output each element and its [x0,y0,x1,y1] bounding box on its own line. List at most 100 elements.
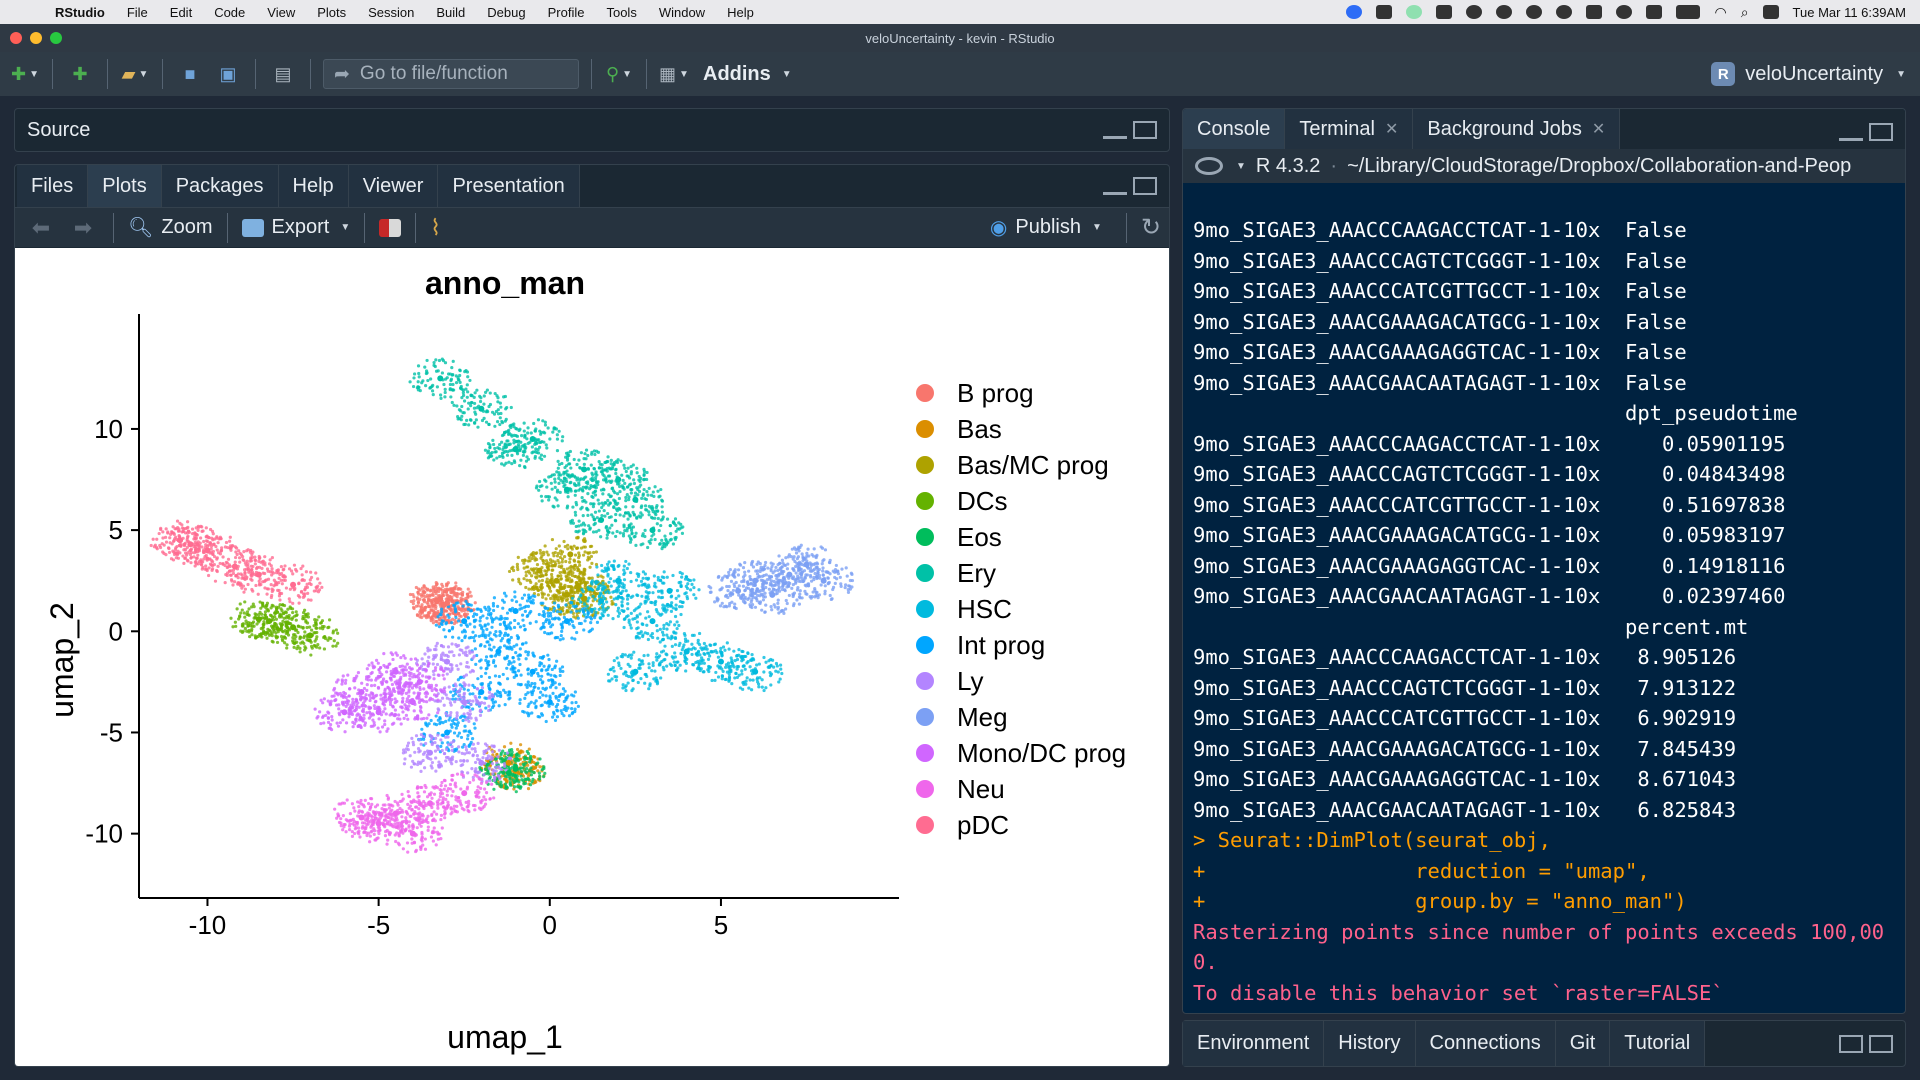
workspace-panes-button[interactable]: ▦ ▼ [659,59,689,89]
github-icon[interactable] [1496,5,1513,19]
next-plot-button[interactable]: ➡ [73,214,93,240]
source-pane-title[interactable]: Source [27,118,91,141]
tab-help[interactable]: Help [278,165,349,207]
previous-plot-button[interactable]: ⬅ [31,214,51,240]
cell-point [612,669,616,673]
cell-point [683,592,687,596]
cell-point [274,605,278,609]
tab-packages[interactable]: Packages [161,165,279,207]
cell-point [568,560,572,564]
cell-point [462,399,467,403]
cell-point [512,438,516,442]
cell-point [534,620,538,624]
menu-session[interactable]: Session [368,4,415,20]
tab-plots[interactable]: Plots [88,165,162,207]
goto-file-input[interactable]: ➦ Go to file/function [323,59,579,89]
cell-point [534,765,538,769]
cell-point [593,517,597,521]
menu-tools[interactable]: Tools [606,4,637,20]
export-button[interactable]: Export ▼ [241,216,350,239]
tab-viewer[interactable]: Viewer [348,165,439,207]
menu-help[interactable]: Help [727,4,754,20]
cell-point [640,594,644,598]
minimize-window-button[interactable] [30,32,42,44]
refresh-icon[interactable]: ↻ [1140,214,1161,241]
print-button[interactable]: ▤ [268,59,298,89]
minimize-pane-icon[interactable] [1103,187,1127,195]
cell-point [487,704,491,708]
cell-point [655,678,659,683]
cell-point [621,597,625,601]
menu-view[interactable]: View [267,4,296,20]
menu-app-name[interactable]: RStudio [55,4,105,20]
menu-code[interactable]: Code [214,4,246,20]
dropbox-icon[interactable] [1436,5,1453,19]
cell-point [552,597,556,601]
creative-cloud-icon[interactable] [1466,5,1483,19]
cell-point [257,612,261,617]
screen-mirroring-icon[interactable] [1646,5,1663,19]
menu-window[interactable]: Window [658,4,706,20]
play-icon[interactable] [1616,5,1633,19]
cell-point [292,641,297,646]
version-control-button[interactable]: ⚲ ▼ [604,59,634,89]
close-window-button[interactable] [10,32,22,44]
cell-point [539,494,544,498]
tab-presentation[interactable]: Presentation [438,165,580,207]
save-button[interactable]: ■ [175,59,205,89]
cell-point [826,582,830,586]
cell-point [490,450,494,455]
cell-point [735,675,740,680]
menu-edit[interactable]: Edit [169,4,193,20]
project-menu[interactable]: R veloUncertainty ▼ [1711,62,1906,86]
search-icon[interactable]: ⌕ [1740,3,1749,20]
status-dot-icon[interactable] [1406,5,1423,19]
menu-plots[interactable]: Plots [317,4,347,20]
menu-debug[interactable]: Debug [487,4,526,20]
cell-point [450,748,454,752]
cell-point [776,563,780,567]
menu-profile[interactable]: Profile [547,4,585,20]
vpn-icon[interactable] [1556,5,1573,19]
new-file-button[interactable]: ✚ ▼ [10,59,40,89]
password-icon[interactable] [1586,5,1603,19]
cell-point [434,369,439,373]
cell-point [503,774,507,778]
cell-point [647,662,651,666]
open-file-button[interactable]: ▰ ▼ [120,59,150,89]
cell-point [577,551,581,555]
cell-point [312,624,316,628]
maximize-pane-icon[interactable] [1133,121,1157,139]
menubar-datetime[interactable]: Tue Mar 11 6:39AM [1792,4,1906,20]
google-drive-icon[interactable] [1526,5,1543,19]
control-center-icon[interactable] [1762,5,1779,19]
cell-point [743,561,747,565]
publish-button[interactable]: ◉ Publish ▼ [990,215,1112,240]
battery-icon[interactable] [1676,5,1701,19]
menu-file[interactable]: File [126,4,148,20]
tab-files[interactable]: Files [17,165,89,207]
new-project-button[interactable]: ✚ [65,59,95,89]
wifi-icon[interactable]: ◠ [1714,3,1727,20]
cell-point [618,489,622,494]
cell-point [661,603,665,607]
save-all-button[interactable]: ▣ [213,59,243,89]
cell-point [443,361,448,365]
notion-icon[interactable] [1376,5,1393,19]
remove-plot-icon[interactable] [379,218,402,237]
cell-point [504,785,509,789]
broom-icon[interactable]: ⌇ [430,214,441,240]
cell-point [434,714,438,718]
cell-point [594,613,598,617]
minimize-pane-icon[interactable] [1103,131,1127,139]
addins-menu[interactable]: Addins ▼ [697,63,798,86]
maximize-pane-icon[interactable] [1133,177,1157,195]
cell-point [283,641,287,645]
cell-point [660,612,664,616]
menu-build[interactable]: Build [436,4,466,20]
zoom-button[interactable]: 🔍︎ Zoom [128,215,213,240]
zoom-app-icon[interactable] [1346,5,1363,19]
cell-point [591,505,596,509]
cell-point [495,394,499,398]
zoom-window-button[interactable] [50,32,62,44]
